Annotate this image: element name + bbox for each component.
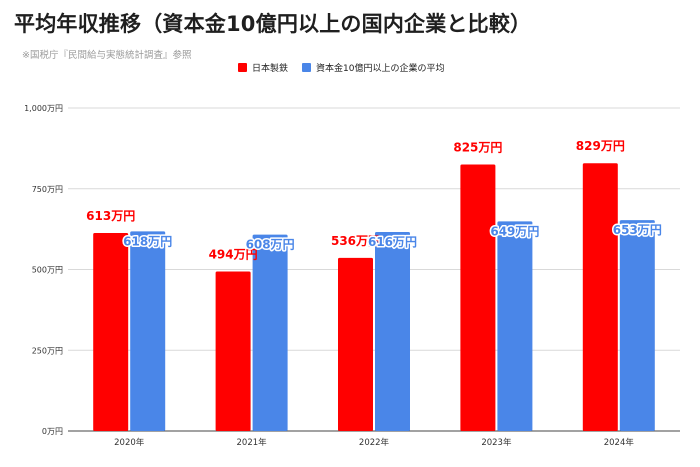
data-label-series-1: 829万円 xyxy=(576,139,625,153)
bar-series-2 xyxy=(619,220,655,431)
legend-swatch-series-1 xyxy=(238,63,247,72)
bar-series-2 xyxy=(252,234,288,431)
legend-item-series-1: 日本製鉄 xyxy=(238,61,288,74)
x-tick-label: 2023年 xyxy=(481,437,512,448)
data-label-series-1: 494万円 xyxy=(209,247,258,261)
chart-title: 平均年収推移（資本金10億円以上の国内企業と比較） xyxy=(14,12,532,36)
data-label-series-2: 618万円 xyxy=(123,234,172,248)
x-tick-label: 2020年 xyxy=(114,437,145,448)
data-label-series-2: 653万円 xyxy=(613,223,662,237)
legend-label-series-1: 日本製鉄 xyxy=(252,64,289,74)
y-tick-label: 500万円 xyxy=(32,266,63,275)
x-tick-label: 2022年 xyxy=(359,437,390,448)
legend-swatch-series-2 xyxy=(302,63,312,72)
bar-series-1 xyxy=(582,163,618,431)
data-label-series-2: 608万円 xyxy=(246,238,295,252)
legend-item-series-2: 資本金10億円以上の企業の平均 xyxy=(302,61,444,74)
x-tick-label: 2021年 xyxy=(237,437,268,448)
y-tick-label: 0万円 xyxy=(42,427,63,436)
data-label-series-2: 616万円 xyxy=(368,235,417,249)
bar-series-2 xyxy=(375,232,410,431)
bar-series-2 xyxy=(497,221,533,431)
data-label-series-1: 536万円 xyxy=(331,234,380,248)
legend-label-series-2: 資本金10億円以上の企業の平均 xyxy=(316,64,445,74)
source-note: ※国税庁『民間給与実態統計調査』参照 xyxy=(22,50,192,61)
data-label-series-1: 825万円 xyxy=(453,141,502,155)
legend: 日本製鉄 資本金10億円以上の企業の平均 xyxy=(238,61,444,74)
bar-series-1 xyxy=(215,271,251,431)
bar-series-1 xyxy=(460,164,496,431)
bar-series-2 xyxy=(130,231,166,431)
y-tick-label: 250万円 xyxy=(32,346,63,355)
bar-series-1 xyxy=(93,233,129,431)
data-label-series-2: 649万円 xyxy=(490,224,539,238)
bar-series-1 xyxy=(338,257,373,431)
data-label-series-1: 613万円 xyxy=(86,209,135,223)
x-tick-label: 2024年 xyxy=(604,437,635,448)
y-tick-label: 1,000万円 xyxy=(24,104,63,113)
y-tick-label: 750万円 xyxy=(32,185,63,194)
